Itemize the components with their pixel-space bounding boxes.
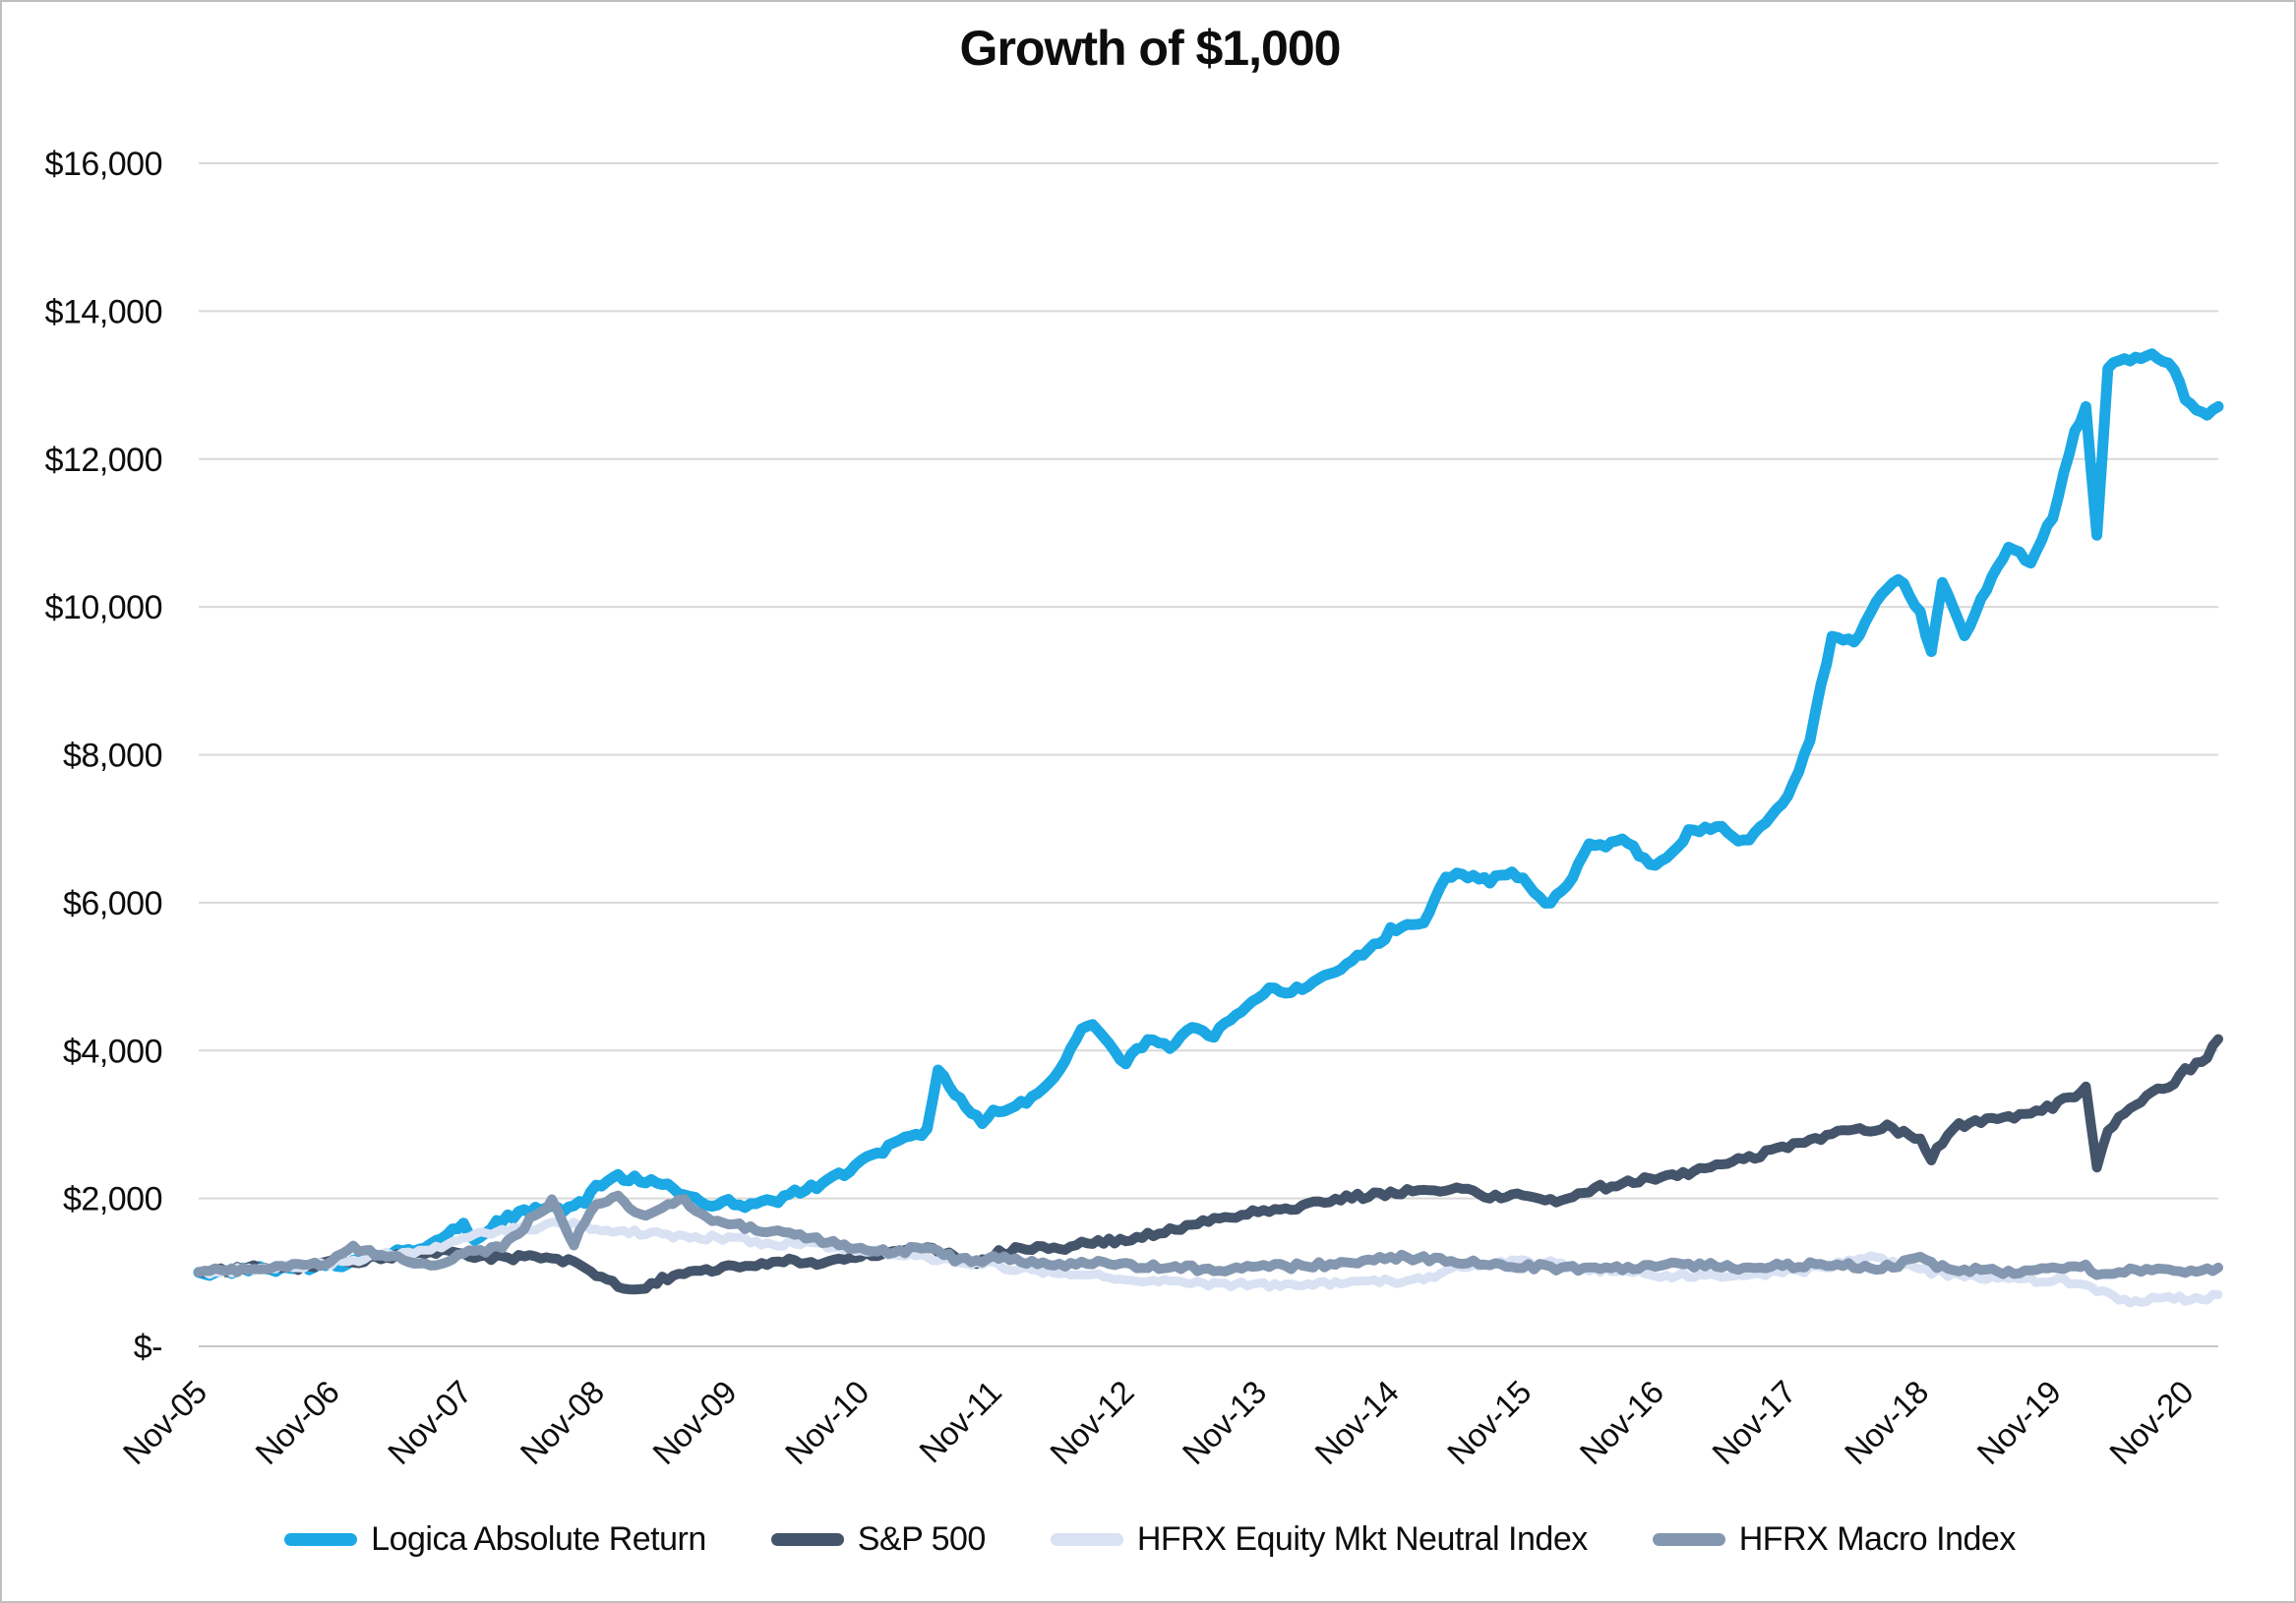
x-axis-label: Nov-16 [1573, 1374, 1670, 1471]
y-axis-label: $12,000 [45, 442, 162, 479]
x-axis-label: Nov-13 [1176, 1374, 1273, 1471]
legend-swatch [1050, 1533, 1123, 1546]
y-axis-label: $6,000 [63, 885, 162, 922]
x-axis-label: Nov-20 [2102, 1374, 2200, 1471]
x-axis-label: Nov-10 [778, 1374, 876, 1471]
legend-item-logica-absolute-return: Logica Absolute Return [284, 1520, 706, 1559]
y-axis-label: $14,000 [45, 293, 162, 330]
x-axis-label: Nov-07 [381, 1374, 478, 1471]
series-line-hfrx-equity-mkt-neutral-index [194, 1217, 2223, 1308]
legend-swatch [284, 1533, 358, 1546]
x-axis-label: Nov-15 [1440, 1374, 1538, 1471]
y-axis-label: $4,000 [63, 1033, 162, 1070]
series-line-s-p-500 [194, 1034, 2223, 1295]
x-axis-label: Nov-14 [1307, 1374, 1405, 1471]
series-line-hfrx-macro-index [194, 1190, 2223, 1280]
x-axis-label: Nov-11 [912, 1374, 1008, 1470]
x-axis-label: Nov-08 [514, 1374, 611, 1471]
y-axis-label: $16,000 [45, 146, 162, 183]
chart-legend: Logica Absolute Return S&P 500 HFRX Equity… [2, 1520, 2294, 1559]
chart-title: Growth of $1,000 [959, 21, 1342, 76]
legend-swatch [770, 1533, 844, 1546]
x-axis-label: Nov-06 [248, 1374, 345, 1471]
series-line-logica-absolute-return [193, 348, 2224, 1281]
x-axis-label: Nov-09 [645, 1374, 743, 1471]
x-axis-label: Nov-05 [116, 1374, 213, 1471]
y-axis-label: $2,000 [63, 1181, 162, 1218]
y-axis-label: $10,000 [45, 589, 162, 626]
legend-item-s-p-500: S&P 500 [770, 1520, 987, 1559]
legend-swatch [1652, 1533, 1725, 1546]
x-axis-label: Nov-19 [1969, 1374, 2067, 1471]
x-axis-label: Nov-18 [1838, 1374, 1935, 1471]
x-axis-label: Nov-12 [1043, 1374, 1140, 1471]
legend-item-hfrx-equity-mkt-neutral-index: HFRX Equity Mkt Neutral Index [1050, 1520, 1588, 1559]
legend-label: S&P 500 [857, 1520, 987, 1558]
y-axis-label: $- [134, 1329, 162, 1366]
legend-item-hfrx-macro-index: HFRX Macro Index [1652, 1520, 2017, 1559]
y-axis-label: $8,000 [63, 738, 162, 775]
legend-label: HFRX Equity Mkt Neutral Index [1136, 1520, 1588, 1558]
x-axis-label: Nov-17 [1705, 1374, 1802, 1471]
legend-label: Logica Absolute Return [371, 1520, 706, 1558]
legend-label: HFRX Macro Index [1738, 1520, 2017, 1558]
